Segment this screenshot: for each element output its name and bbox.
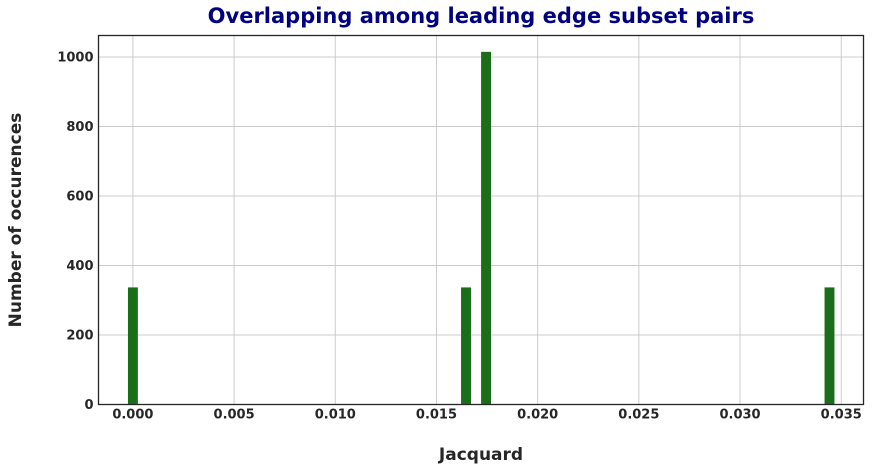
y-tick-label: 200 (66, 329, 93, 344)
x-axis-label: Jacquard (438, 445, 523, 465)
chart-title: Overlapping among leading edge subset pa… (207, 4, 755, 28)
y-axis-label: Number of occurences (6, 113, 26, 328)
y-tick-labels: 0 200 400 600 800 1000 (57, 51, 93, 413)
grid (98, 35, 864, 405)
y-tick-label: 0 (84, 398, 93, 413)
x-tick-label: 0.035 (821, 408, 862, 423)
x-tick-label: 0.000 (112, 408, 153, 423)
x-tick-label: 0.010 (315, 408, 356, 423)
x-tick-label: 0.025 (618, 408, 659, 423)
bars (127, 51, 835, 405)
y-tick-label: 800 (66, 120, 93, 135)
bar (824, 287, 835, 405)
bar (481, 51, 492, 405)
y-tick-label: 1000 (57, 51, 93, 66)
bar (461, 287, 471, 405)
bar (127, 287, 138, 405)
x-tick-label: 0.015 (416, 408, 457, 423)
x-tick-label: 0.005 (214, 408, 255, 423)
x-tick-label: 0.020 (517, 408, 558, 423)
y-tick-label: 600 (66, 190, 93, 205)
plot-frame (97, 34, 865, 406)
x-tick-label: 0.030 (719, 408, 760, 423)
y-tick-label: 400 (66, 259, 93, 274)
x-tick-labels: 0.000 0.005 0.010 0.015 0.020 0.025 0.030 0.035 (112, 408, 861, 423)
